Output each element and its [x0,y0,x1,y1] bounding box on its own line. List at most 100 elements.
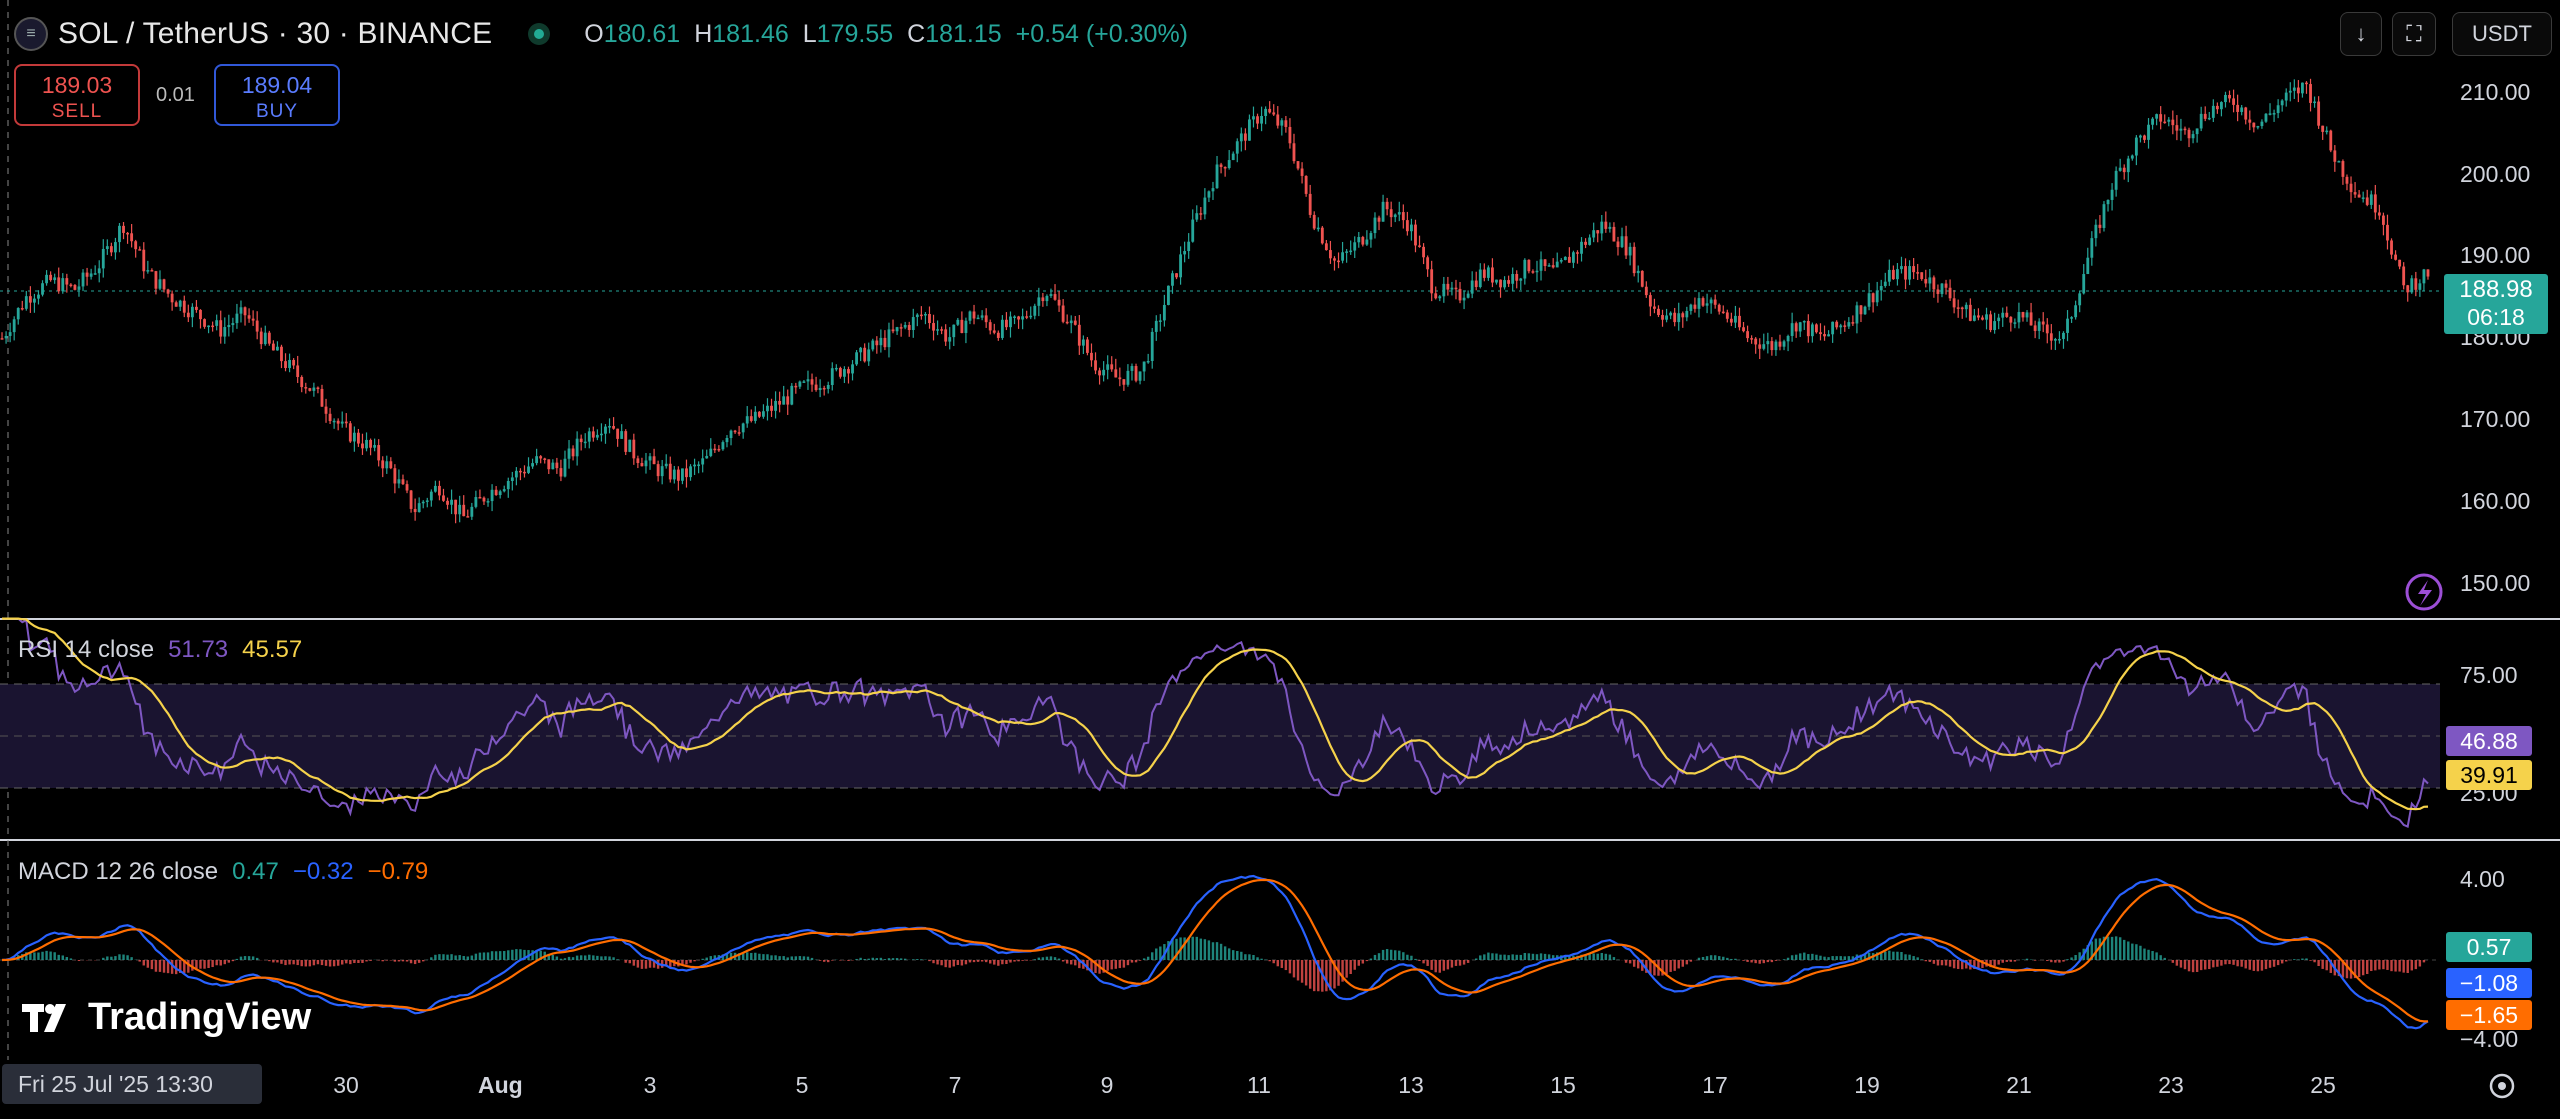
candle-body [1580,241,1583,254]
time-axis-label[interactable]: 19 [1854,1072,1880,1098]
candle-body [24,296,28,309]
candle-body [1304,175,1308,194]
candle-body [2082,274,2086,294]
time-axis-label[interactable]: 23 [2158,1072,2184,1098]
candle-body [2058,338,2061,341]
macd-axis-label[interactable]: −4.00 [2460,1026,2519,1052]
currency-select[interactable]: USDT [2452,12,2552,56]
candle-body [2333,150,2337,162]
chart-header: ≡ SOL / TetherUS · 30 · BINANCE O180.61 … [14,12,1188,56]
candle-body [8,332,12,336]
time-axis-label[interactable]: 11 [1247,1072,1271,1098]
time-axis-label[interactable]: 7 [948,1072,962,1098]
symbol-title[interactable]: SOL / TetherUS · 30 · BINANCE [58,17,493,50]
time-axis-label[interactable]: 3 [643,1072,657,1098]
time-axis-label[interactable]: 30 [333,1072,359,1098]
time-axis-label[interactable]: 9 [1100,1072,1114,1098]
candle-body [1563,256,1567,260]
candle-body [818,387,822,391]
candle-body [1203,197,1207,215]
candle-body [1993,321,1997,331]
rsi-axis-label[interactable]: 75.00 [2460,661,2518,688]
rsi-legend[interactable]: RSI 14 close 51.73 45.57 [18,636,302,664]
symbol-logo-icon[interactable]: ≡ [14,17,48,51]
candle-body [1968,304,1972,321]
candle-body [450,499,453,505]
candle-body [563,458,567,477]
candle-body [1069,320,1073,324]
candle-body [2260,121,2264,127]
time-axis-label[interactable]: 13 [1398,1072,1424,1098]
time-axis-label[interactable]: Aug [478,1072,523,1098]
close-label: C [907,19,926,48]
download-arrow-icon[interactable]: ↓ [2340,12,2382,56]
candle-body [1256,116,1259,124]
price-axis-label[interactable]: 170.00 [2460,406,2531,432]
candle-body [1154,320,1158,332]
candle-body [1677,313,1681,323]
candle-body [186,312,190,318]
price-axis-label[interactable]: 210.00 [2460,78,2531,105]
candle-body [1495,279,1498,283]
candle-body [1697,298,1701,309]
candle-body [2102,204,2106,228]
candle-body [320,388,324,407]
candle-body [2183,128,2187,131]
candle-body [1393,214,1397,218]
candle-body [2301,82,2304,94]
candle-body [267,332,271,344]
price-axis-label[interactable]: 160.00 [2460,487,2531,514]
time-axis-label[interactable]: 5 [795,1072,809,1098]
candle-body [681,468,684,481]
candle-body [1341,252,1344,261]
candle-body [1179,254,1182,278]
sell-button[interactable]: 189.03 SELL [14,64,140,126]
candle-body [717,448,721,451]
candle-body [1936,289,1940,294]
candle-body [1410,224,1413,232]
candle-body [1175,273,1178,278]
high-label: H [694,19,713,48]
candle-body [620,431,624,439]
candle-body [1831,321,1835,335]
candle-body [1535,270,1539,273]
candle-body [1867,293,1871,307]
macd-axis-label[interactable]: 4.00 [2460,866,2505,892]
candle-body [45,274,48,284]
price-axis-label[interactable]: 200.00 [2460,160,2531,187]
candle-body [1009,316,1012,328]
fullscreen-icon[interactable]: ⛶ [2392,12,2436,56]
candle-body [219,320,223,337]
candle-body [2410,278,2414,293]
candle-body [1482,269,1486,278]
candle-body [2369,194,2373,205]
price-axis-label[interactable]: 150.00 [2460,569,2531,596]
lightning-icon[interactable] [2405,573,2443,611]
candlestick-series [0,78,2430,524]
settings-gear-icon[interactable] [2489,1073,2515,1099]
candle-body [4,335,8,339]
time-axis-label[interactable]: 17 [1702,1072,1728,1098]
candle-body [1122,379,1126,385]
tradingview-logo[interactable]: TradingView [22,996,311,1039]
candle-body [207,325,210,328]
time-axis-label[interactable]: 15 [1550,1072,1576,1098]
candle-body [1827,334,1830,337]
candle-body [2066,318,2069,333]
candle-body [2365,197,2369,205]
candle-body [737,432,741,434]
macd-legend[interactable]: MACD 12 26 close 0.47 −0.32 −0.79 [18,858,428,886]
candle-body [2199,113,2203,129]
candle-body [770,405,773,411]
candle-body [223,327,227,337]
buy-button[interactable]: 189.04 BUY [214,64,340,126]
candle-body [2398,259,2402,267]
price-axis-label[interactable]: 190.00 [2460,242,2531,269]
time-axis-label[interactable]: 21 [2006,1072,2032,1098]
candle-body [1499,279,1502,288]
candle-body [292,359,296,366]
time-axis-label[interactable]: 25 [2310,1072,2336,1098]
candle-body [2256,126,2260,128]
current-price: 188.98 [2459,276,2533,303]
